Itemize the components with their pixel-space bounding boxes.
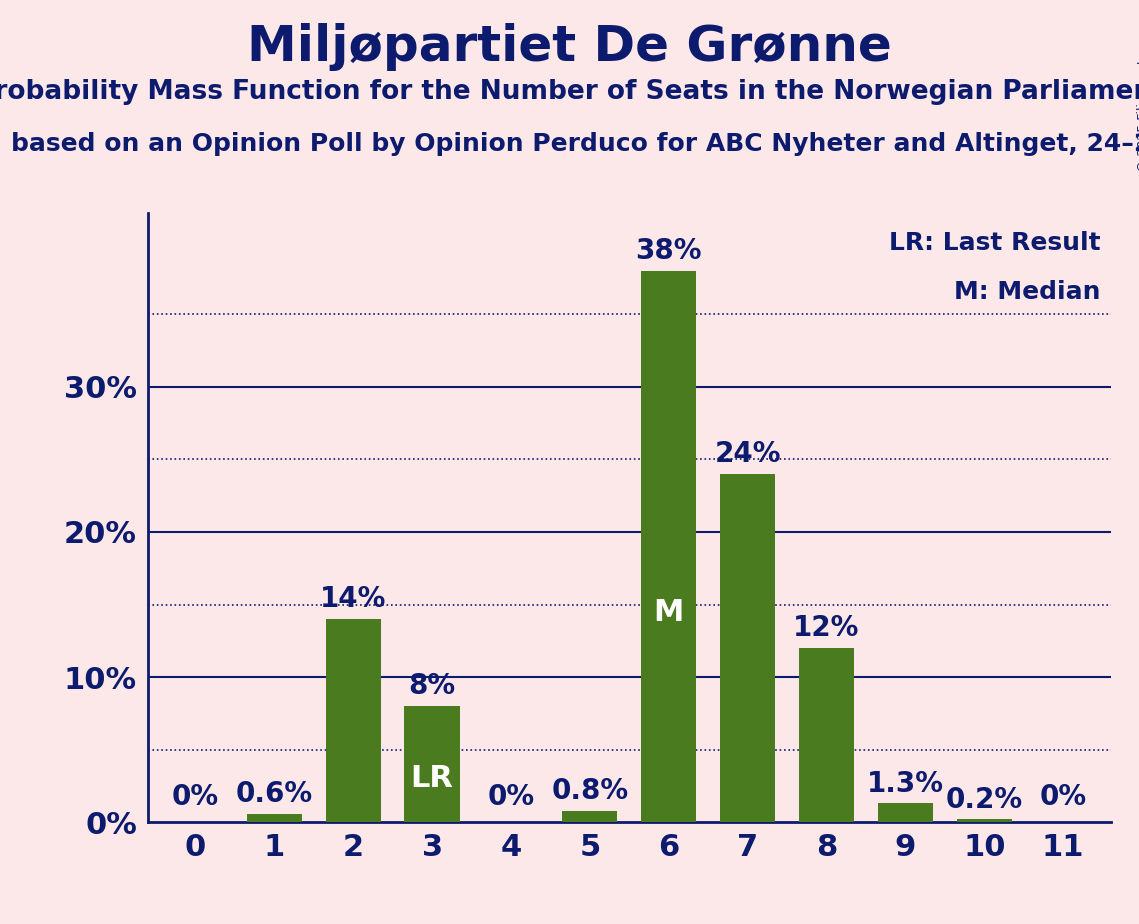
Text: 8%: 8%	[409, 673, 456, 700]
Bar	[404, 706, 460, 822]
Text: 24%: 24%	[714, 440, 781, 468]
Text: LR: Last Result: LR: Last Result	[890, 231, 1101, 255]
Bar	[641, 271, 696, 822]
Text: 0.8%: 0.8%	[551, 777, 629, 805]
Text: 0.2%: 0.2%	[945, 785, 1023, 814]
Text: © 2025 Filip van Laenen: © 2025 Filip van Laenen	[1137, 18, 1139, 173]
Bar	[563, 810, 617, 822]
Text: based on an Opinion Poll by Opinion Perduco for ABC Nyheter and Altinget, 24–27 : based on an Opinion Poll by Opinion Perd…	[11, 132, 1139, 156]
Bar	[247, 814, 302, 822]
Text: 1.3%: 1.3%	[867, 770, 944, 797]
Text: M: Median: M: Median	[954, 280, 1101, 304]
Text: 0%: 0%	[172, 783, 219, 810]
Bar	[326, 619, 380, 822]
Text: 14%: 14%	[320, 585, 386, 614]
Text: 0%: 0%	[487, 783, 534, 810]
Text: 12%: 12%	[794, 614, 860, 642]
Text: 0.6%: 0.6%	[236, 780, 313, 808]
Text: LR: LR	[411, 764, 453, 793]
Text: Probability Mass Function for the Number of Seats in the Norwegian Parliament: Probability Mass Function for the Number…	[0, 79, 1139, 104]
Bar	[720, 474, 776, 822]
Text: 0%: 0%	[1040, 783, 1087, 810]
Bar	[798, 648, 854, 822]
Text: Miljøpartiet De Grønne: Miljøpartiet De Grønne	[247, 23, 892, 71]
Bar	[878, 804, 933, 822]
Bar	[957, 820, 1011, 822]
Text: M: M	[654, 598, 683, 627]
Text: 38%: 38%	[636, 237, 702, 265]
